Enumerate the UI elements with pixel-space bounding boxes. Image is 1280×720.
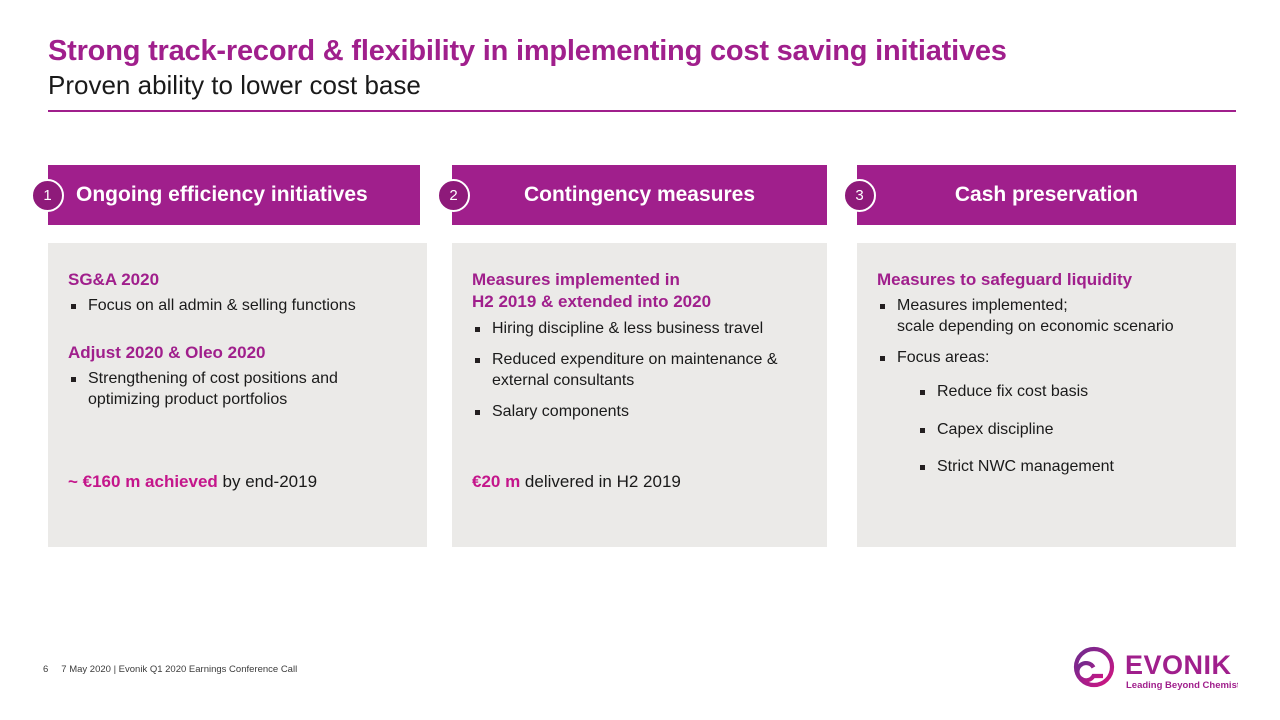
bullet-list-cash-preservation: Measures implemented; scale depending on…	[877, 296, 1222, 368]
page-subtitle: Proven ability to lower cost base	[48, 70, 421, 101]
list-item: Capex discipline	[917, 420, 1222, 440]
column-header-bar-1: Ongoing efficiency initiatives	[48, 165, 420, 225]
column-panel-2: Measures implemented in H2 2019 & extend…	[452, 243, 827, 547]
evonik-logo: EVONIK Leading Beyond Chemistry	[1073, 646, 1238, 694]
list-item: Hiring discipline & less business travel	[472, 319, 813, 339]
highlight-rest-1: by end-2019	[217, 472, 318, 491]
sub-bullet-wrapper: Reduce fix cost basis Capex discipline S…	[917, 382, 1222, 477]
list-item: Measures implemented; scale depending on…	[877, 296, 1222, 337]
page-number: 6	[43, 664, 49, 675]
bullet-list-sga-2020: Focus on all admin & selling functions	[68, 296, 413, 316]
bullet-list-contingency: Hiring discipline & less business travel…	[472, 319, 813, 422]
column-content-1: SG&A 2020 Focus on all admin & selling f…	[68, 269, 413, 421]
title-divider	[48, 110, 1236, 112]
list-item-line-2: scale depending on economic scenario	[897, 317, 1174, 335]
column-number-badge-2: 2	[437, 179, 470, 212]
column-header-bar-2: Contingency measures	[452, 165, 827, 225]
list-item-line-1: Measures implemented;	[897, 297, 1068, 315]
column-number-badge-1: 1	[31, 179, 64, 212]
group-heading-adjust-2020: Adjust 2020 & Oleo 2020	[68, 342, 266, 362]
title-block: Strong track-record & flexibility in imp…	[48, 34, 1234, 101]
bullet-list-adjust-2020: Strengthening of cost positions and opti…	[68, 369, 413, 410]
list-item: Focus on all admin & selling functions	[68, 296, 413, 316]
highlight-accent-2: €20 m	[472, 472, 521, 491]
column-header-label-3: Cash preservation	[954, 183, 1139, 206]
highlight-rest-2: delivered in H2 2019	[520, 472, 681, 491]
list-item: Reduced expenditure on maintenance & ext…	[472, 350, 813, 391]
group-heading-line-2: H2 2019 & extended into 2020	[472, 292, 712, 312]
highlight-statement-2: €20 m delivered in H2 2019	[472, 472, 681, 492]
highlight-statement-1: ~ €160 m achieved by end-2019	[68, 472, 317, 492]
list-item: Focus areas:	[877, 348, 1222, 368]
list-item: Salary components	[472, 402, 813, 422]
column-header-bar-3: Cash preservation	[857, 165, 1236, 225]
group-heading-measures-h2: Measures implemented in H2 2019 & extend…	[472, 269, 813, 314]
evonik-wordmark: EVONIK	[1125, 650, 1232, 680]
column-panel-3: Measures to safeguard liquidity Measures…	[857, 243, 1236, 547]
column-number-badge-3: 3	[843, 179, 876, 212]
column-content-3: Measures to safeguard liquidity Measures…	[877, 269, 1222, 494]
footer: 6 7 May 2020 | Evonik Q1 2020 Earnings C…	[43, 664, 297, 675]
page-title: Strong track-record & flexibility in imp…	[48, 35, 1007, 67]
sub-bullet-list-focus-areas: Reduce fix cost basis Capex discipline S…	[917, 382, 1222, 477]
group-heading-safeguard-liquidity: Measures to safeguard liquidity	[877, 270, 1133, 289]
footer-info: 7 May 2020 | Evonik Q1 2020 Earnings Con…	[61, 664, 298, 675]
evonik-logo-svg: EVONIK Leading Beyond Chemistry	[1073, 646, 1238, 691]
list-item: Reduce fix cost basis	[917, 382, 1222, 402]
group-heading-line-1: Measures implemented in	[472, 270, 680, 289]
group-heading-sga-2020: SG&A 2020	[68, 270, 160, 289]
highlight-accent-1: ~ €160 m achieved	[68, 472, 218, 491]
evonik-spiral-e-icon	[1073, 646, 1115, 688]
evonik-tagline: Leading Beyond Chemistry	[1126, 680, 1238, 691]
column-header-label-2: Contingency measures	[523, 183, 756, 206]
column-panel-1: SG&A 2020 Focus on all admin & selling f…	[48, 243, 427, 547]
spacer	[68, 328, 413, 342]
list-item: Strict NWC management	[917, 457, 1222, 477]
list-item: Strengthening of cost positions and opti…	[68, 369, 413, 410]
column-content-2: Measures implemented in H2 2019 & extend…	[472, 269, 813, 433]
column-header-label-1: Ongoing efficiency initiatives	[76, 183, 368, 206]
